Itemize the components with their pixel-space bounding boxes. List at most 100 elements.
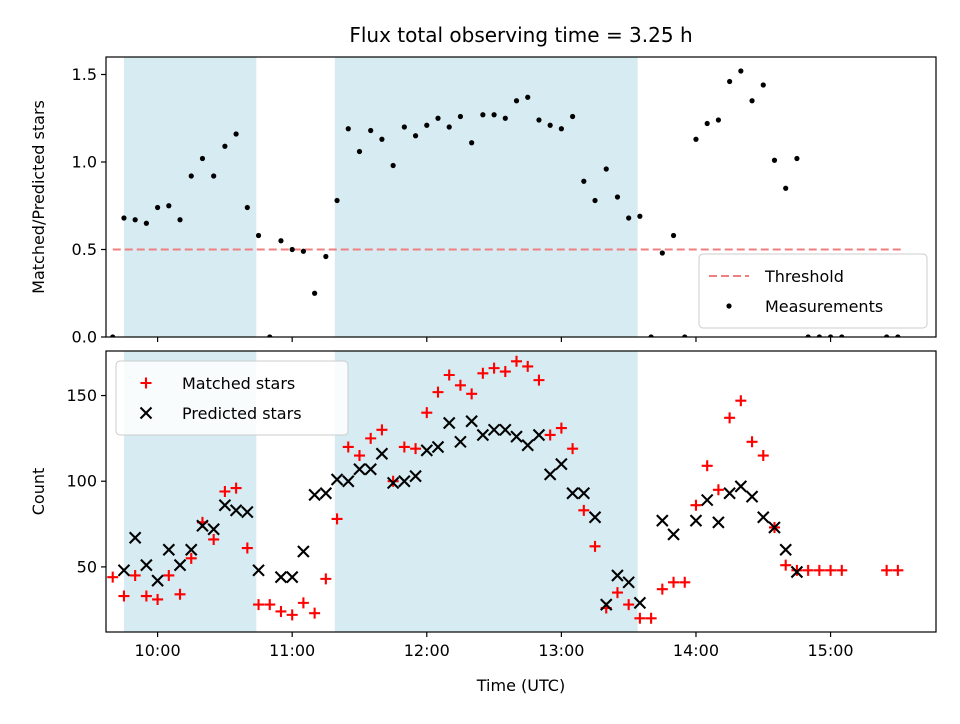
legend-label-1: Measurements — [765, 297, 883, 316]
point-1-1-2 — [140, 558, 153, 572]
point-0-0-37 — [525, 94, 531, 100]
point-1-0-37 — [522, 360, 534, 372]
point-0-0-19 — [323, 253, 329, 260]
point-1-0-22 — [353, 450, 365, 462]
point-1-1-16 — [308, 488, 321, 502]
x-tick-label-1: 11:00 — [269, 641, 315, 660]
x-axis-label: Time (UTC) — [476, 676, 565, 695]
point-0-0-51 — [682, 334, 688, 337]
point-1-1-36 — [532, 428, 546, 442]
legend-swatch-1 — [726, 303, 732, 309]
point-1-0-32 — [466, 388, 478, 400]
axes-frame-1 — [105, 350, 937, 633]
point-0-0-21 — [345, 126, 351, 132]
point-1-0-63 — [813, 564, 825, 576]
point-1-0-48 — [645, 612, 657, 624]
point-1-1-29 — [454, 435, 467, 449]
point-1-1-19 — [342, 474, 355, 488]
point-1-0-1 — [118, 590, 130, 602]
point-0-0-18 — [312, 290, 318, 296]
point-1-1-15 — [297, 545, 310, 558]
point-0-0-7 — [188, 173, 194, 179]
point-1-1-48 — [689, 514, 703, 527]
point-0-0-27 — [412, 133, 419, 139]
y-axis-label-0: Matched/Predicted stars — [29, 100, 48, 294]
point-0-0-66 — [884, 334, 890, 337]
point-1-0-21 — [342, 441, 354, 453]
point-1-0-25 — [387, 475, 399, 487]
point-1-1-11 — [241, 505, 254, 519]
x-tick-label-2: 12:00 — [404, 641, 450, 660]
point-0-0-24 — [379, 136, 385, 142]
point-0-0-5 — [166, 203, 172, 209]
point-0-0-16 — [289, 246, 295, 253]
chart-title: Flux total observing time = 3.25 h — [349, 23, 692, 47]
point-0-0-13 — [255, 232, 262, 239]
point-1-0-6 — [174, 588, 186, 600]
point-1-0-24 — [376, 424, 388, 436]
point-1-0-51 — [679, 576, 691, 588]
point-1-0-45 — [611, 587, 623, 599]
point-1-1-0 — [117, 564, 131, 577]
point-1-0-47 — [634, 612, 646, 624]
point-1-1-20 — [353, 462, 366, 476]
point-0-0-40 — [558, 126, 564, 132]
point-0-0-28 — [424, 122, 430, 128]
point-1-1-25 — [409, 469, 422, 483]
point-1-0-23 — [365, 432, 377, 444]
point-1-1-26 — [420, 444, 434, 457]
shaded-interval-1 — [334, 57, 638, 337]
point-1-1-14 — [285, 570, 299, 584]
x-tick-label-0: 10:00 — [135, 641, 181, 660]
x-tick-label-4: 14:00 — [673, 641, 719, 660]
y-tick-label-1-0: 50 — [77, 557, 97, 576]
point-1-0-18 — [309, 607, 321, 619]
point-0-0-55 — [727, 78, 733, 85]
point-0-0-17 — [300, 248, 307, 254]
point-1-0-12 — [241, 542, 253, 554]
point-1-0-36 — [511, 355, 523, 367]
point-0-0-8 — [199, 155, 206, 162]
point-0-0-38 — [536, 117, 542, 123]
point-1-1-18 — [330, 473, 344, 486]
point-1-0-27 — [410, 443, 422, 455]
point-1-1-46 — [656, 514, 669, 527]
point-0-0-63 — [816, 334, 822, 337]
point-1-1-12 — [252, 564, 265, 577]
point-0-0-31 — [457, 113, 464, 120]
y-tick-label-0-3: 1.5 — [72, 65, 97, 84]
point-1-0-38 — [533, 374, 545, 386]
point-1-1-38 — [555, 457, 568, 471]
point-1-0-56 — [735, 395, 747, 407]
point-1-0-50 — [668, 576, 680, 588]
point-0-0-25 — [390, 162, 396, 169]
point-0-0-45 — [614, 194, 621, 200]
point-1-1-52 — [734, 480, 748, 493]
point-0-0-62 — [805, 334, 811, 337]
point-1-0-19 — [320, 573, 332, 585]
point-0-0-15 — [278, 238, 284, 244]
point-1-1-10 — [229, 504, 243, 517]
point-1-0-40 — [555, 422, 567, 434]
point-1-0-60 — [780, 559, 792, 571]
point-0-0-42 — [581, 178, 587, 184]
point-0-0-57 — [749, 98, 755, 104]
point-0-0-34 — [491, 112, 497, 118]
point-0-0-67 — [895, 334, 901, 337]
point-0-0-3 — [143, 220, 149, 226]
point-1-0-15 — [275, 605, 287, 617]
point-1-0-54 — [712, 484, 724, 496]
point-1-0-26 — [398, 441, 410, 453]
point-1-0-13 — [253, 599, 265, 611]
point-0-0-33 — [480, 112, 486, 118]
point-1-1-54 — [757, 510, 770, 524]
point-0-0-12 — [244, 204, 250, 211]
point-1-0-4 — [152, 593, 164, 605]
point-0-0-46 — [626, 215, 632, 221]
point-1-0-28 — [421, 407, 433, 419]
point-1-1-45 — [633, 596, 647, 610]
point-1-0-10 — [219, 486, 231, 497]
legend-label-0: Threshold — [764, 267, 844, 286]
point-1-0-5 — [163, 569, 175, 581]
